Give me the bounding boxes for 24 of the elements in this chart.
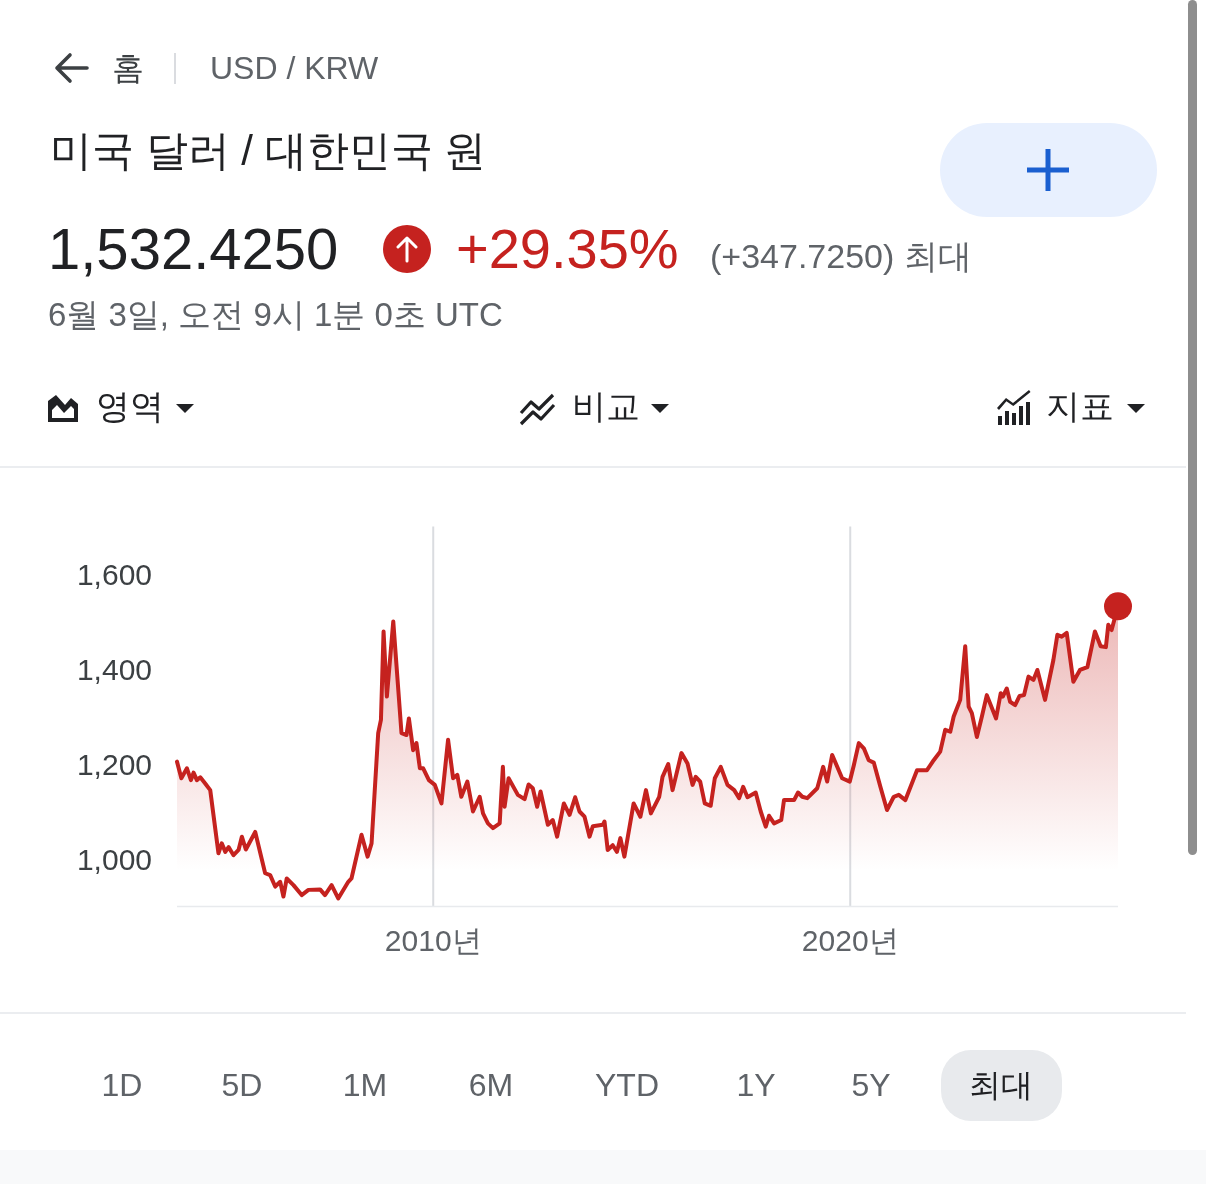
text: 최대 (969, 1067, 1033, 1104)
text: 6월 3일, 오전 9시 1분 0초 UTC (48, 295, 503, 333)
text: 5D (221, 1067, 263, 1104)
x-tick-label: 2010년 (384, 923, 482, 957)
y-tick-label: 1,000 (76, 842, 152, 876)
text: 지표 (1046, 387, 1114, 426)
text: 1D (101, 1067, 143, 1104)
text: 6M (468, 1067, 514, 1104)
y-tick-label: 1,600 (76, 557, 152, 591)
text: 1Y (736, 1067, 776, 1104)
text: 5Y (851, 1067, 891, 1104)
chart-title: 미국 달러 / 대한민국 원 (50, 127, 487, 175)
y-tick-label: 1,200 (76, 747, 152, 781)
text: (+347.7250) 최대 (710, 237, 972, 276)
y-tick-label: 1,400 (76, 652, 152, 686)
text: +29.35% (456, 217, 679, 281)
text: 비교 (572, 387, 640, 426)
text: 영역 (96, 387, 164, 426)
x-tick-label: 2020년 (801, 923, 899, 957)
text: 1M (342, 1067, 388, 1104)
text: USD / KRW (210, 50, 380, 87)
text: 1,532.4250 (48, 215, 339, 281)
text: YTD (595, 1067, 659, 1104)
text: 홈 (112, 50, 144, 87)
